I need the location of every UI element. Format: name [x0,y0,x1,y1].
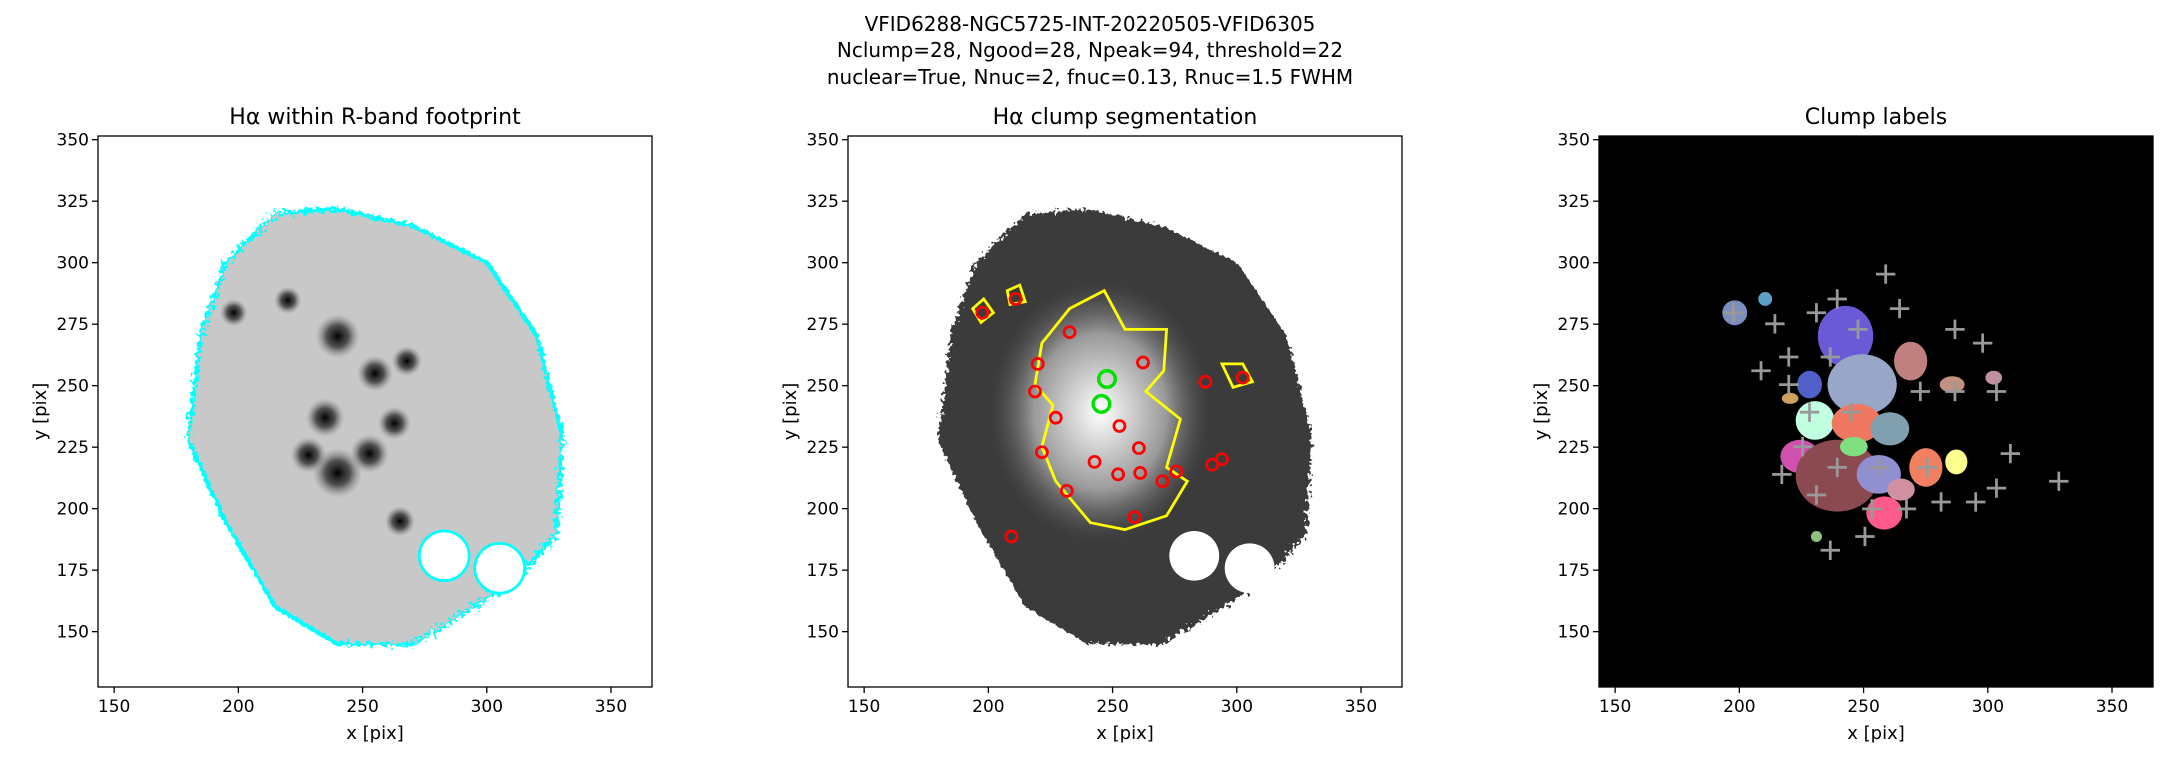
y-tick-label: 150 [1558,623,1590,643]
y-tick-label: 325 [57,192,89,212]
y-tick-label: 175 [1558,561,1590,581]
x-tick-label: 350 [595,697,627,717]
axes-title: Clump labels [1805,105,1947,130]
image-labels [1599,136,2153,687]
y-tick-label: 225 [807,438,839,458]
x-tick-label: 150 [848,697,880,717]
x-tick-label: 200 [972,697,1004,717]
x-tick-label: 250 [1847,697,1879,717]
y-tick-label: 350 [1558,131,1590,151]
y-tick-label: 150 [807,623,839,643]
axes-title: Hα clump segmentation [993,105,1258,130]
y-tick-label: 225 [57,438,89,458]
y-tick-label: 275 [57,315,89,335]
y-tick-label: 350 [57,131,89,151]
y-tick-label: 275 [807,315,839,335]
x-tick-label: 200 [222,697,254,717]
y-tick-label: 300 [1558,254,1590,274]
y-tick-label: 325 [1558,192,1590,212]
y-tick-label: 250 [57,377,89,397]
x-tick-label: 200 [1723,697,1755,717]
x-tick-label: 300 [471,697,503,717]
y-axis-label: y [pix] [1531,383,1552,441]
image-segmentation [848,136,1402,687]
x-axis-label: x [pix] [1096,723,1154,744]
y-tick-label: 300 [57,254,89,274]
axes-frame [97,135,653,688]
y-axis-label: y [pix] [30,383,51,441]
x-tick-label: 250 [346,697,378,717]
y-tick-label: 175 [807,561,839,581]
y-tick-label: 200 [807,500,839,520]
y-tick-label: 200 [1558,500,1590,520]
y-tick-label: 275 [1558,315,1590,335]
y-tick-label: 350 [807,131,839,151]
y-tick-label: 300 [807,254,839,274]
x-axis-label: x [pix] [1847,723,1905,744]
x-tick-label: 300 [1972,697,2004,717]
y-tick-label: 200 [57,500,89,520]
x-tick-label: 150 [98,697,130,717]
y-axis-label: y [pix] [780,383,801,441]
axes-frame [847,135,1403,688]
x-tick-label: 350 [2096,697,2128,717]
x-tick-label: 350 [1345,697,1377,717]
y-tick-label: 250 [1558,377,1590,397]
x-axis-label: x [pix] [346,723,404,744]
suptitle-line: nuclear=True, Nnuc=2, fnuc=0.13, Rnuc=1.… [827,65,1353,89]
x-tick-label: 150 [1599,697,1631,717]
axes-title: Hα within R-band footprint [229,105,521,130]
axes-frame [1598,135,2154,688]
suptitle-line: VFID6288-NGC5725-INT-20220505-VFID6305 [865,12,1316,36]
x-tick-label: 250 [1096,697,1128,717]
image-footprint [98,136,652,687]
y-tick-label: 325 [807,192,839,212]
y-tick-label: 175 [57,561,89,581]
x-tick-label: 300 [1221,697,1253,717]
suptitle-line: Nclump=28, Ngood=28, Npeak=94, threshold… [837,38,1343,62]
y-tick-label: 225 [1558,438,1590,458]
y-tick-label: 250 [807,377,839,397]
y-tick-label: 150 [57,623,89,643]
